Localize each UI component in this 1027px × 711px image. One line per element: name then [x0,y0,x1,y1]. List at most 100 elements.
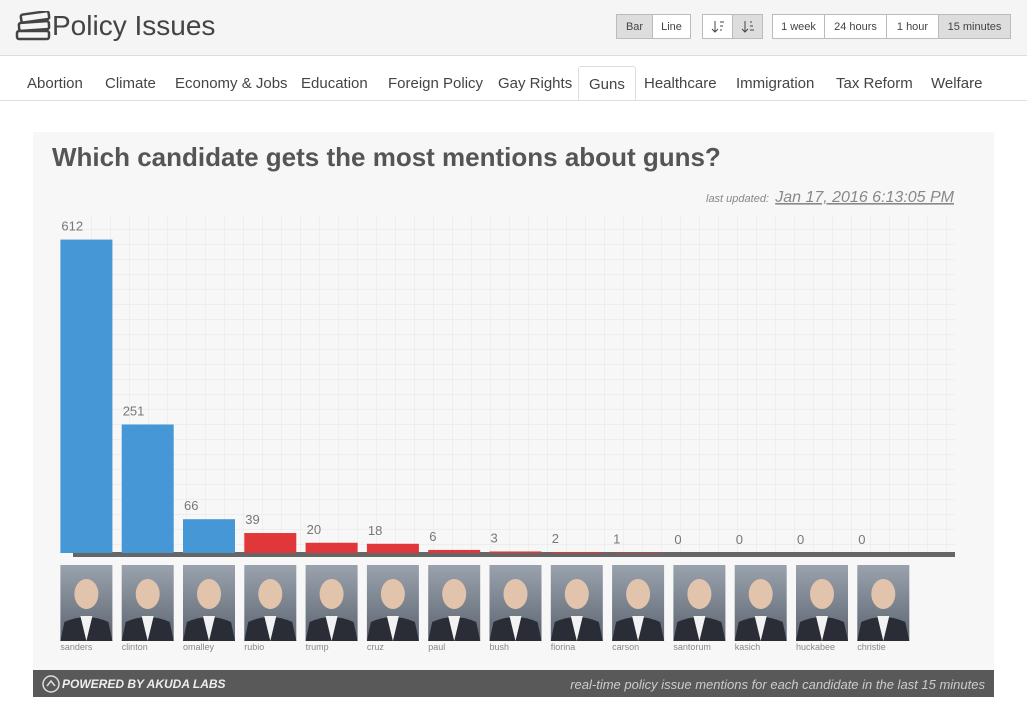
footer-logo [42,675,60,693]
photo-shirt [877,616,890,641]
tab[interactable]: Guns [578,66,636,100]
candidate-name: bush [490,642,510,652]
candidate-name: sanders [60,642,93,652]
candidate-name: trump [306,642,329,652]
photo-face [319,579,344,609]
photo-face [626,579,651,609]
candidate-name: carson [612,642,639,652]
photo-shirt [632,616,645,641]
photo-shirt [816,616,828,641]
photo-face [687,579,712,609]
photo-shirt [80,616,93,641]
tab[interactable]: Economy & Jobs [175,75,288,92]
candidate-name: omalley [183,642,215,652]
baseline [73,552,955,557]
app-title: Policy Issues [52,10,216,41]
range-button[interactable]: 1 hour [886,14,939,39]
tab[interactable]: Healthcare [644,75,717,92]
chart-title: Which candidate gets the most mentions a… [52,142,721,172]
last-updated-label: last updated: [706,193,769,205]
value-label: 0 [736,532,743,547]
bar [244,533,297,553]
candidate-name: fiorina [551,642,576,652]
tab[interactable]: Climate [105,75,156,92]
logo-icon [15,11,51,41]
value-label: 39 [245,512,259,527]
photo-face [748,579,773,609]
candidate-name: rubio [244,642,264,652]
tab[interactable]: Education [301,75,368,92]
bar [183,519,235,553]
candidate-name: kasich [735,642,761,652]
photo-face [74,579,99,609]
bar [489,551,542,553]
photo-face [380,579,405,609]
photo-face [503,579,528,609]
header: Policy Issues Bar Line 1 week 24 hours 1 hou… [0,0,1027,56]
footer-caption: real-time policy issue mentions for each… [570,677,985,692]
bar [428,549,481,553]
tab[interactable]: Welfare [931,75,983,92]
candidate-name: christie [857,642,886,652]
value-label: 0 [674,532,681,547]
bar [305,542,358,553]
photo-shirt [386,616,399,641]
value-label: 6 [429,529,436,544]
footer-logo-arrow [46,679,56,687]
photo-shirt [325,616,338,641]
photo-shirt [264,616,277,641]
value-label: 0 [858,532,865,547]
photo-shirt [448,616,461,641]
bar [366,543,419,553]
range-button[interactable]: 1 week [772,14,825,39]
photo-shirt [693,616,706,641]
photo-shirt [754,616,767,641]
photo-face [197,579,221,609]
photo-face [135,579,160,609]
value-label: 66 [184,498,198,513]
tab-bar: Abortion Climate Economy & Jobs Education Fo… [0,66,1027,101]
value-label: 251 [123,403,145,418]
range-button[interactable]: 24 hours [824,14,887,39]
plot-grid [73,215,955,553]
value-label: 2 [552,531,559,546]
value-label: 612 [61,219,83,234]
powered-by[interactable]: POWERED BY AKUDA LABS [62,677,226,691]
photo-shirt [509,616,522,641]
candidate-name: clinton [122,642,148,652]
bar [612,552,665,553]
photo-face [564,579,589,609]
tab[interactable]: Foreign Policy [388,75,484,92]
candidate-name: paul [428,642,445,652]
value-label: 0 [797,532,804,547]
bar [550,551,603,553]
bar [60,239,113,553]
candidate-name: huckabee [796,642,835,652]
value-label: 3 [491,530,498,545]
sort-asc[interactable] [702,14,733,39]
view-button[interactable]: Bar [616,14,653,39]
candidate-name: cruz [367,642,385,652]
photo-face [442,579,467,609]
view-button[interactable]: Line [652,14,691,39]
tab[interactable]: Abortion [27,75,83,92]
photo-face [258,579,283,609]
last-updated[interactable]: Jan 17, 2016 6:13:05 PM [774,189,954,206]
footer-bar [33,670,994,697]
bar [121,424,174,553]
tab[interactable]: Tax Reform [836,75,913,92]
value-label: 18 [368,523,382,538]
range-button[interactable]: 15 minutes [938,14,1011,39]
photo-shirt [570,616,583,641]
value-label: 20 [307,522,321,537]
tab[interactable]: Immigration [736,75,815,92]
photo-shirt [203,616,215,641]
photo-shirt [141,616,154,641]
photo-face [871,579,896,609]
sort-desc[interactable] [732,14,763,39]
candidate-name: santorum [673,642,711,652]
photo-face [810,579,834,609]
tab[interactable]: Gay Rights [498,75,573,92]
